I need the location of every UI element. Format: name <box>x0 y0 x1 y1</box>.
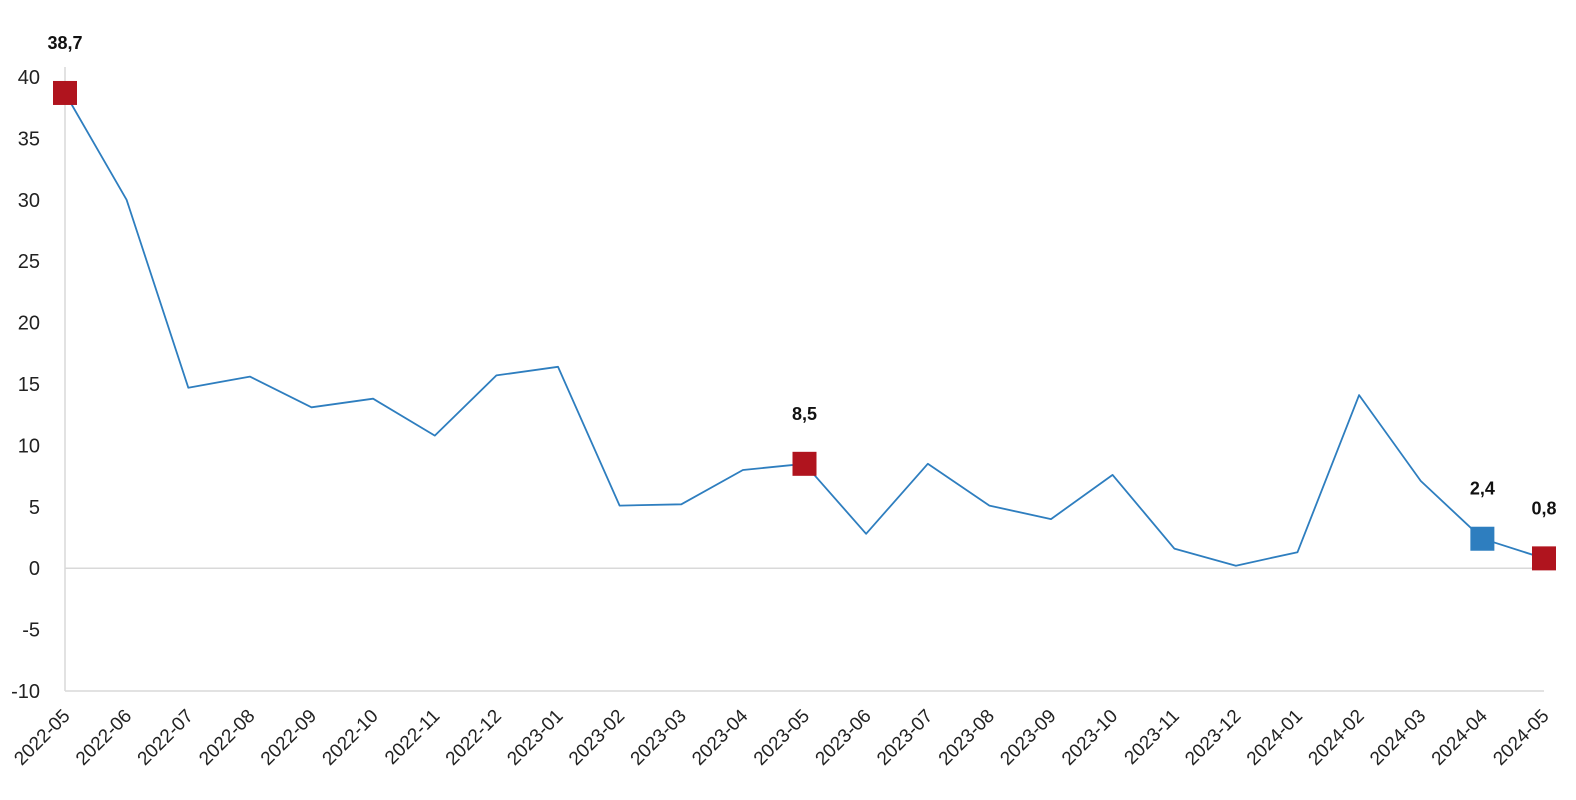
y-tick-label: 25 <box>18 251 40 273</box>
x-tick-label: 2023-12 <box>1181 706 1245 770</box>
highlight-marker <box>792 451 817 476</box>
y-tick-label: -5 <box>22 620 40 642</box>
x-tick-label: 2024-04 <box>1428 705 1492 769</box>
x-tick-label: 2022-06 <box>72 706 136 770</box>
x-tick-label: 2023-09 <box>996 706 1060 770</box>
x-tick-label: 2022-07 <box>134 706 198 770</box>
data-labels: 38,7 8,5 2,4 0,8 <box>47 33 1556 518</box>
y-tick-label: 0 <box>29 558 40 580</box>
y-tick-label: 10 <box>18 435 40 457</box>
x-tick-label: 2022-10 <box>319 706 383 770</box>
y-tick-label: 5 <box>29 497 40 519</box>
y-tick-label: 35 <box>18 128 40 150</box>
y-tick-label: 40 <box>18 67 40 89</box>
y-tick-label: 15 <box>18 374 40 396</box>
highlight-marker <box>53 80 77 105</box>
x-tick-label: 2024-03 <box>1366 706 1430 770</box>
x-tick-label: 2023-07 <box>873 706 937 770</box>
x-tick-label: 2023-11 <box>1121 706 1184 769</box>
x-tick-label: 2024-02 <box>1305 706 1369 770</box>
x-tick-label: 2023-03 <box>627 706 691 770</box>
y-axis-ticks: -10 -5 0 5 10 15 20 25 30 35 40 <box>11 67 40 703</box>
x-tick-label: 2023-01 <box>503 706 567 770</box>
highlight-markers <box>53 80 1556 571</box>
x-tick-label: 2024-01 <box>1243 706 1307 770</box>
x-tick-label: 2022-12 <box>442 706 506 770</box>
y-tick-label: 20 <box>18 313 40 335</box>
data-label: 38,7 <box>47 33 82 53</box>
series-line-group <box>64 92 1545 567</box>
highlight-marker <box>1532 546 1556 571</box>
x-tick-label: 2023-04 <box>688 705 752 769</box>
x-tick-label: 2022-09 <box>257 706 321 770</box>
x-axis-ticks: 2022-052022-062022-072022-082022-092022-… <box>10 705 1553 769</box>
data-label: 0,8 <box>1531 498 1556 518</box>
x-tick-label: 2023-08 <box>935 706 999 770</box>
chart-axes <box>64 67 1544 692</box>
highlight-marker <box>1470 526 1495 551</box>
data-label: 2,4 <box>1470 479 1495 499</box>
x-tick-label: 2023-10 <box>1058 706 1122 770</box>
x-tick-label: 2023-02 <box>565 706 629 770</box>
y-tick-label: -10 <box>11 681 40 703</box>
x-tick-label: 2024-05 <box>1489 706 1553 770</box>
x-tick-label: 2022-08 <box>195 706 259 770</box>
series-line <box>64 92 1545 567</box>
x-tick-label: 2022-11 <box>381 706 444 769</box>
data-label: 8,5 <box>792 404 817 424</box>
x-tick-label: 2023-05 <box>750 706 814 770</box>
y-tick-label: 30 <box>18 190 40 212</box>
x-tick-label: 2022-05 <box>10 706 74 770</box>
x-tick-label: 2023-06 <box>812 706 876 770</box>
